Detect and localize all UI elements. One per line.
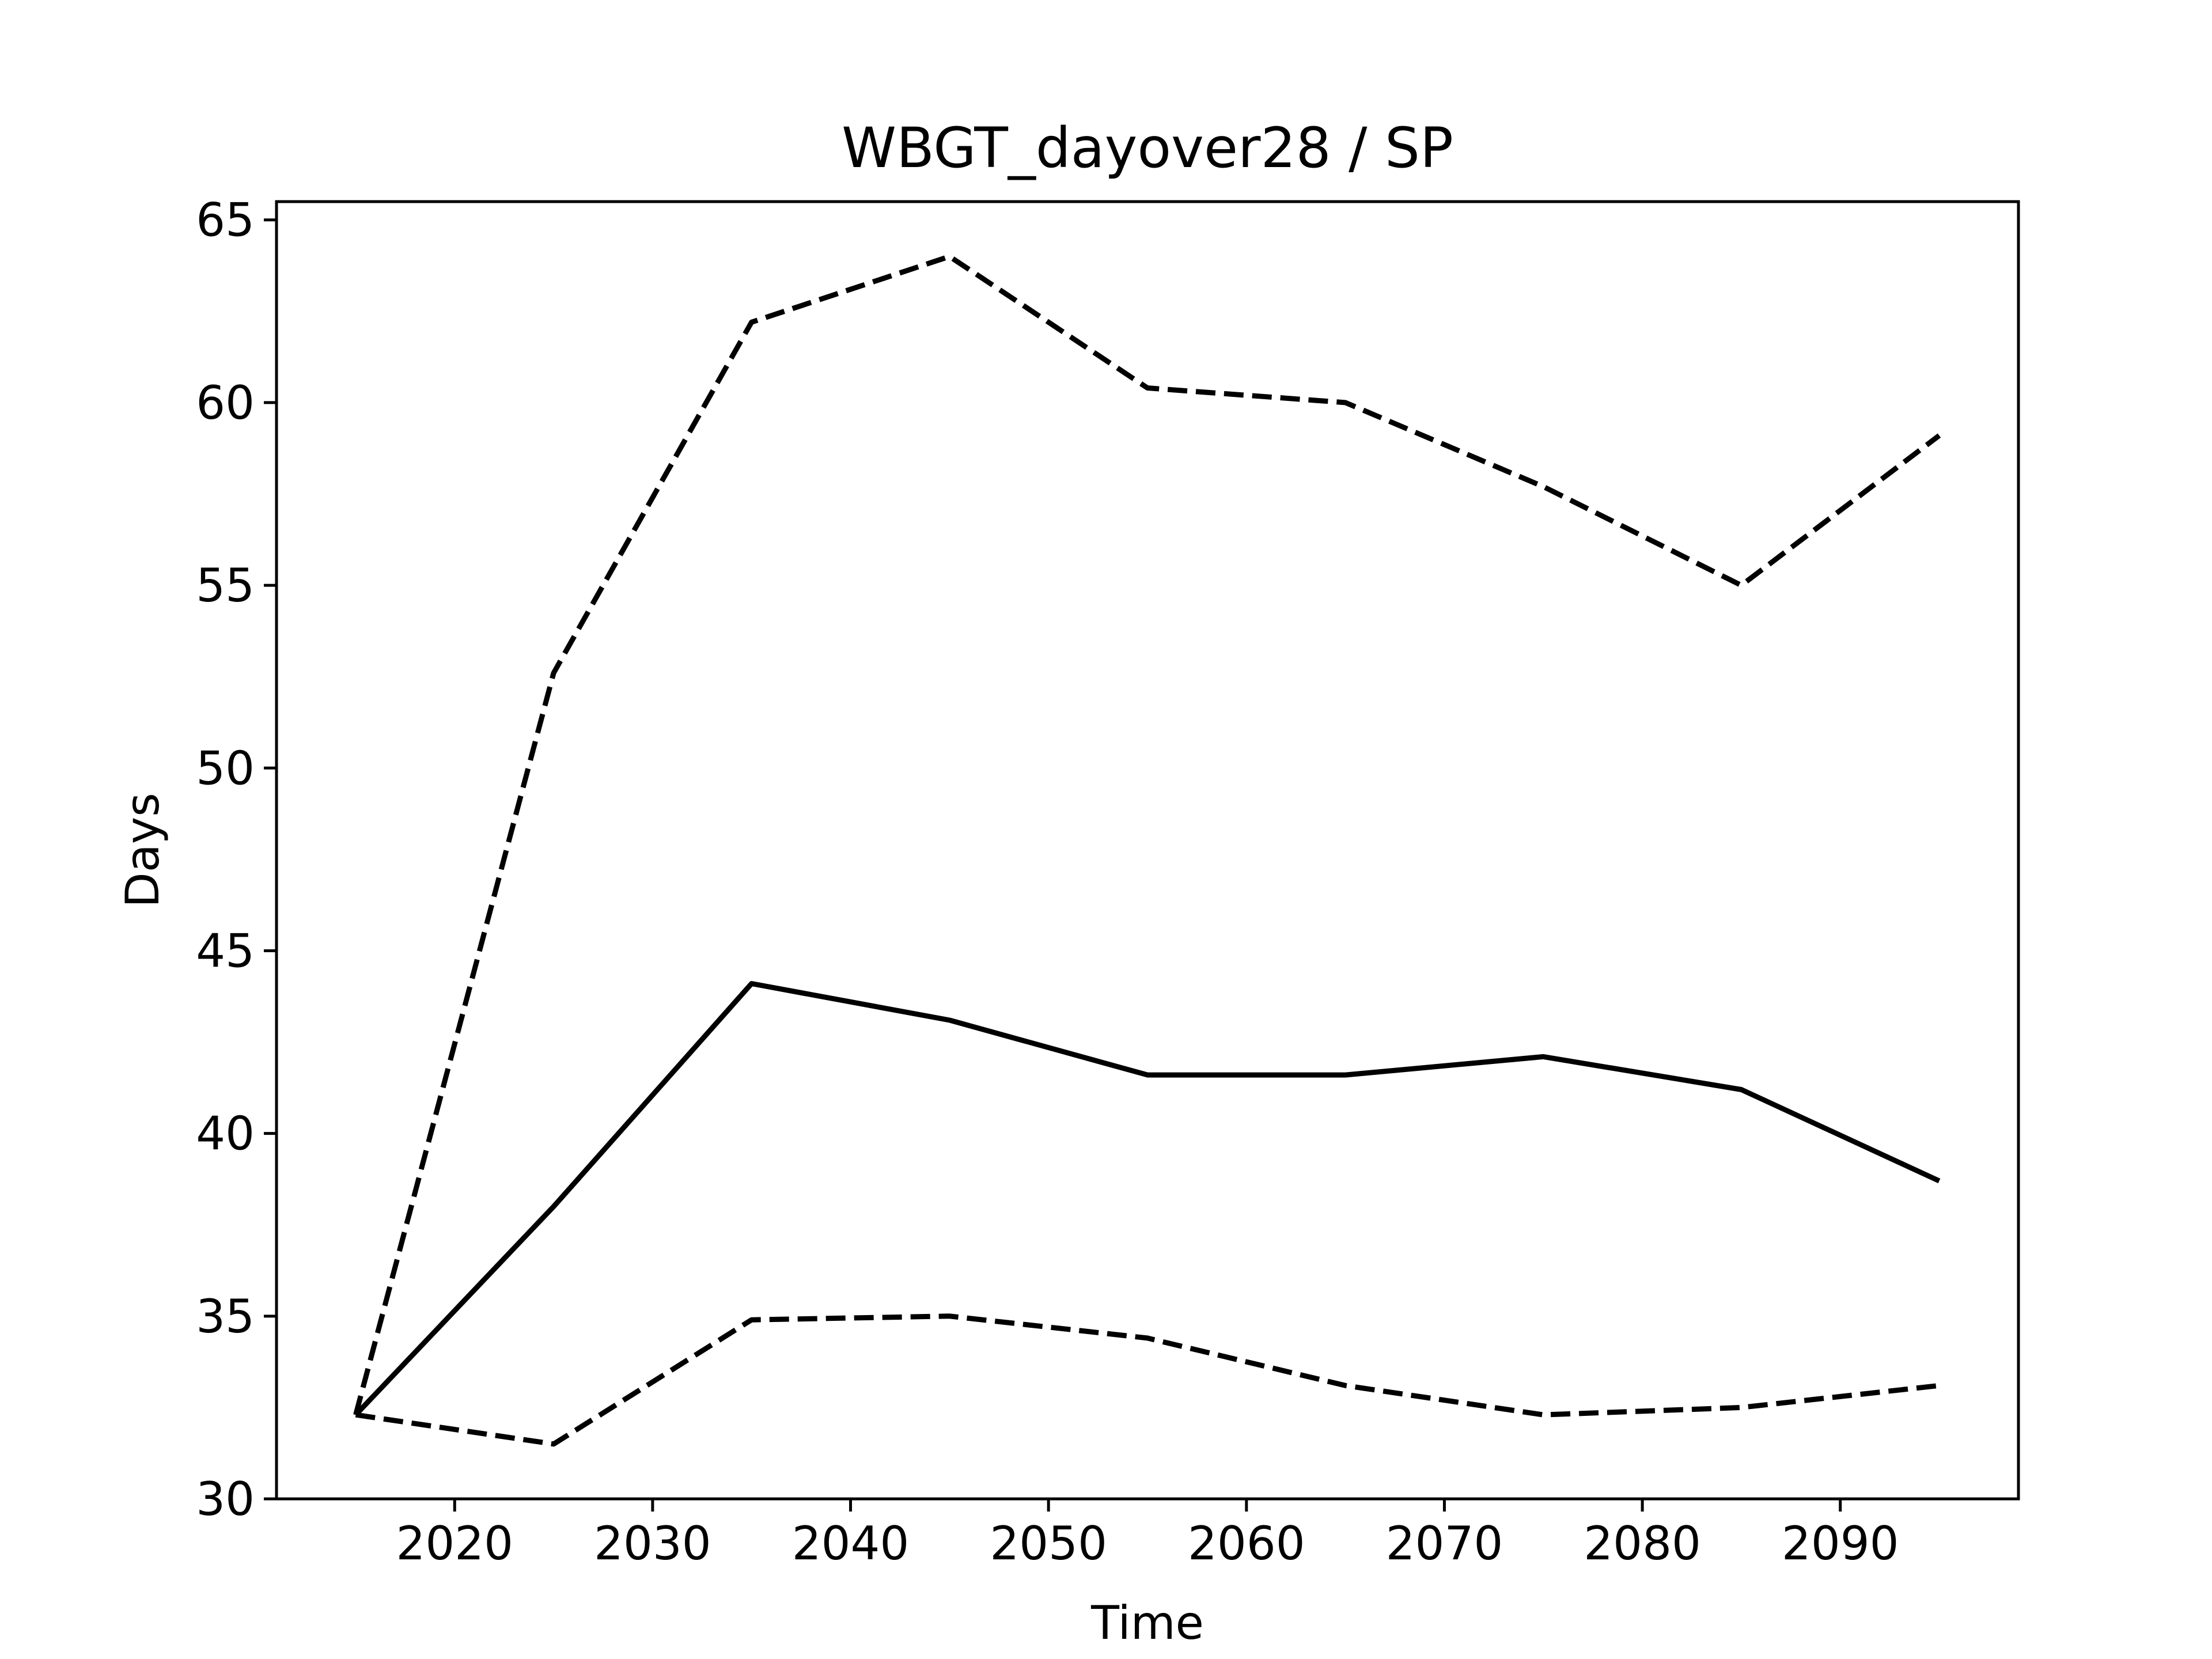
y-tick-label: 60 [196,376,255,430]
x-axis-label: Time [1090,1596,1204,1650]
x-axis: 2020 2030 2040 2050 2060 2070 2080 2090 [396,1499,1899,1570]
y-tick-label: 35 [196,1290,255,1343]
y-tick-label: 30 [196,1472,255,1526]
x-tick-label: 2040 [792,1517,910,1570]
x-tick-label: 2050 [990,1517,1107,1570]
series-layer [353,253,1941,1447]
y-tick-label: 65 [196,194,255,247]
plot-frame [275,200,2020,1501]
x-tick-label: 2030 [594,1517,711,1570]
x-tick-label: 2060 [1188,1517,1305,1570]
series-line-1 [353,253,1941,1416]
y-tick-label: 40 [196,1107,255,1161]
y-tick-label: 45 [196,924,255,978]
x-tick-label: 2070 [1386,1517,1503,1570]
series-line-3 [355,1313,1940,1447]
series-line-2 [354,981,1941,1417]
y-axis-label: Days [116,793,169,908]
x-tick-label: 2080 [1584,1517,1701,1570]
x-tick-label: 2020 [396,1517,513,1570]
x-tick-label: 2090 [1782,1517,1899,1570]
y-tick-label: 50 [196,741,255,795]
chart-title: WBGT_dayover28 / SP [842,116,1453,180]
y-tick-label: 55 [196,559,255,612]
y-axis: 30 35 40 45 50 55 60 65 [196,194,276,1526]
